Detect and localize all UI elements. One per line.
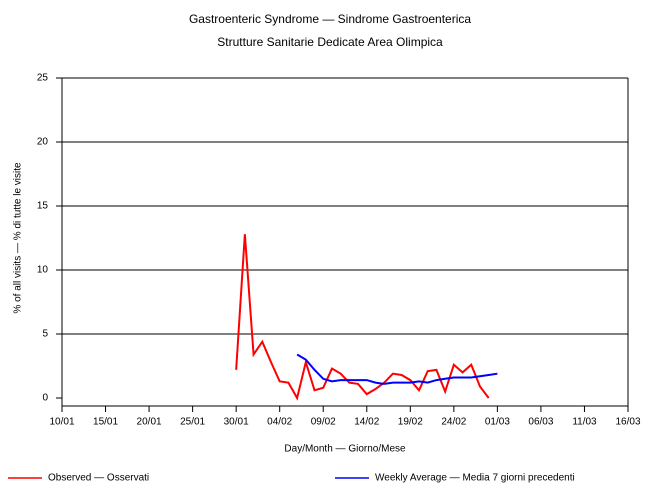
series-line (235, 234, 490, 401)
legend-label: Weekly Average — Media 7 giorni preceden… (375, 473, 575, 484)
x-tick-label: 16/03 (615, 417, 640, 428)
series-line (296, 353, 498, 385)
chart-title: Gastroenteric Syndrome — Sindrome Gastro… (189, 12, 471, 26)
x-tick-label: 04/02 (267, 417, 292, 428)
x-tick-label: 14/02 (354, 417, 379, 428)
x-tick-label: 06/03 (528, 417, 553, 428)
chart-subtitle: Strutture Sanitarie Dedicate Area Olimpi… (217, 35, 443, 49)
y-tick-label: 20 (37, 137, 49, 148)
x-tick-label: 15/01 (93, 417, 118, 428)
y-tick-label: 0 (42, 393, 48, 404)
x-tick-label: 19/02 (398, 417, 423, 428)
y-tick-label: 15 (37, 201, 49, 212)
x-axis-label: Day/Month — Giorno/Mese (284, 444, 406, 455)
x-tick-label: 10/01 (49, 417, 74, 428)
y-tick-label: 10 (37, 265, 49, 276)
y-axis-label: % of all visits — % di tutte le visite (13, 162, 24, 314)
y-tick-label: 5 (42, 329, 48, 340)
y-tick-label: 25 (37, 73, 49, 84)
x-tick-label: 20/01 (137, 417, 162, 428)
x-tick-label: 24/02 (441, 417, 466, 428)
x-tick-label: 30/01 (224, 417, 249, 428)
x-tick-label: 09/02 (311, 417, 336, 428)
x-tick-label: 25/01 (180, 417, 205, 428)
legend-label: Observed — Osservati (48, 473, 149, 484)
x-tick-label: 11/03 (572, 417, 597, 428)
x-tick-label: 01/03 (485, 417, 510, 428)
